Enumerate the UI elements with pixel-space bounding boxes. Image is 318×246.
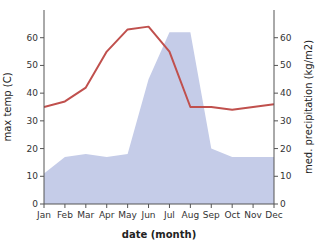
y2-tick — [274, 120, 278, 121]
x-tick — [169, 204, 170, 208]
x-tick-label: Mar — [77, 210, 94, 220]
y-tick — [40, 93, 44, 94]
y2-tick-label: 20 — [280, 144, 292, 154]
y-tick-label: 60 — [27, 33, 39, 43]
x-tick — [127, 204, 128, 208]
x-tick — [211, 204, 212, 208]
y-tick — [40, 176, 44, 177]
y2-tick-label: 60 — [280, 33, 292, 43]
y2-tick-label: 40 — [280, 88, 292, 98]
x-tick-label: Jan — [36, 210, 51, 220]
y-tick-label: 50 — [27, 60, 39, 70]
x-tick — [232, 204, 233, 208]
x-tick — [44, 204, 45, 208]
x-tick — [253, 204, 254, 208]
x-tick — [64, 204, 65, 208]
y-tick — [40, 37, 44, 38]
y-tick — [40, 148, 44, 149]
y2-tick-label: 50 — [280, 60, 292, 70]
temperature-line — [44, 27, 274, 110]
y2-tick-label: 10 — [280, 171, 292, 181]
y2-tick-label: 0 — [280, 199, 286, 209]
precipitation-area — [44, 32, 274, 204]
x-tick-label: Apr — [99, 210, 115, 220]
x-tick-label: Oct — [224, 210, 240, 220]
y2-axis-line — [274, 10, 275, 204]
x-tick-label: Jul — [163, 210, 175, 220]
y2-tick — [274, 93, 278, 94]
x-tick-label: Sep — [203, 210, 220, 220]
x-tick — [106, 204, 107, 208]
y-tick-label: 30 — [27, 116, 39, 126]
x-tick-label: Nov — [244, 210, 262, 220]
y-tick-label: 0 — [32, 199, 38, 209]
y2-tick — [274, 37, 278, 38]
y2-tick-label: 30 — [280, 116, 292, 126]
y-axis-title: max temp (C) — [2, 72, 13, 141]
x-tick-label: Dec — [265, 210, 282, 220]
y-tick — [40, 120, 44, 121]
x-tick-label: Feb — [57, 210, 73, 220]
y2-tick — [274, 65, 278, 66]
y-axis-line — [44, 10, 45, 204]
x-axis-title: date (month) — [122, 229, 196, 240]
x-tick — [190, 204, 191, 208]
y-tick-label: 40 — [27, 88, 39, 98]
x-tick-label: Aug — [182, 210, 200, 220]
chart: 0 10 20 30 40 50 60 0 10 20 30 40 50 60 Jan Feb Mar AprMa… — [0, 0, 318, 246]
x-tick-label: May — [118, 210, 137, 220]
y-tick — [40, 204, 44, 205]
plot-area — [44, 27, 274, 204]
x-tick-label: Jun — [141, 210, 156, 220]
y2-tick — [274, 148, 278, 149]
x-axis-line — [44, 204, 274, 205]
y2-tick — [274, 176, 278, 177]
x-tick — [85, 204, 86, 208]
x-tick — [274, 204, 275, 208]
x-tick — [148, 204, 149, 208]
y-tick-label: 10 — [27, 171, 39, 181]
y2-axis-title: med. precipitation (kg/m2) — [303, 40, 314, 174]
y-tick-label: 20 — [27, 144, 39, 154]
y-tick — [40, 65, 44, 66]
y2-tick — [274, 204, 278, 205]
